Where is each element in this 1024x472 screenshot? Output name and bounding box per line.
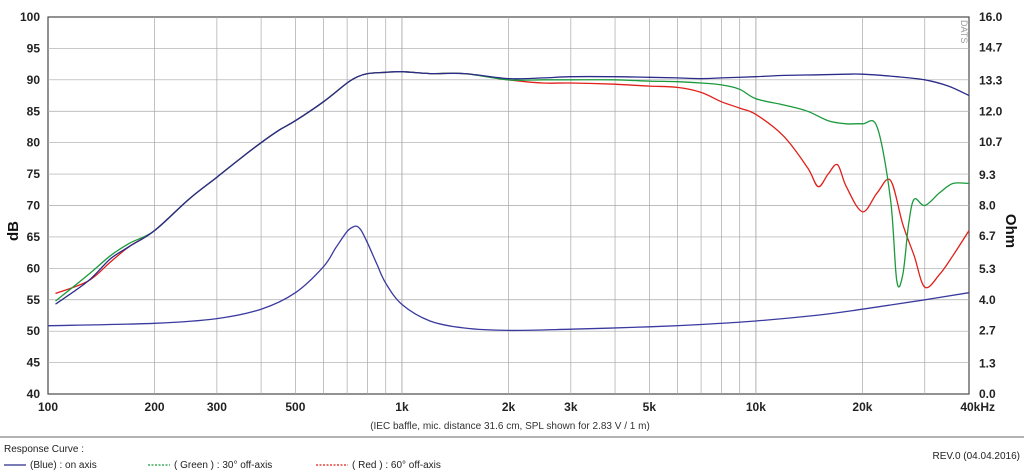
- y2-tick-label: 2.7: [979, 323, 996, 337]
- y-tick-label: 70: [27, 199, 41, 213]
- y-tick-label: 90: [27, 73, 41, 87]
- legend-entry-red: ( Red ) : 60° off-axis: [352, 460, 441, 471]
- y-tick-label: 85: [27, 104, 41, 118]
- y2-tick-label: 14.7: [979, 41, 1003, 55]
- x-tick-label: 3k: [564, 400, 578, 414]
- y2-tick-label: 5.3: [979, 262, 996, 276]
- legend-title: Response Curve :: [4, 444, 84, 455]
- y2-axis-label-ohm: Ohm: [1002, 214, 1019, 248]
- x-tick-label: 500: [285, 400, 305, 414]
- legend-entry-green: ( Green ) : 30° off-axis: [174, 460, 272, 471]
- y-tick-label: 50: [27, 324, 41, 338]
- x-tick-label: 2k: [502, 400, 516, 414]
- x-tick-label: 300: [207, 400, 227, 414]
- y-axis-label-db: dB: [5, 221, 22, 241]
- y2-tick-label: 6.7: [979, 229, 996, 243]
- y-tick-label: 60: [27, 261, 41, 275]
- y-tick-label: 65: [27, 230, 41, 244]
- x-tick-label: 10k: [746, 400, 766, 414]
- watermark-text: DATS: [959, 20, 969, 43]
- revision-label: REV.0 (04.04.2016): [933, 451, 1020, 462]
- y2-tick-label: 8.0: [979, 199, 996, 213]
- y2-tick-label: 10.7: [979, 135, 1003, 149]
- y2-tick-label: 4.0: [979, 293, 996, 307]
- x-tick-label: 5k: [643, 400, 657, 414]
- y2-tick-label: 12.0: [979, 104, 1003, 118]
- grid: [48, 17, 969, 394]
- y2-tick-label: 1.3: [979, 356, 996, 370]
- y2-tick-label: 16.0: [979, 10, 1003, 24]
- y-tick-label: 40: [27, 387, 41, 401]
- y-tick-label: 80: [27, 136, 41, 150]
- y2-tick-label: 9.3: [979, 168, 996, 182]
- x-tick-label: 40kHz: [960, 400, 995, 414]
- curve-impedance: [47, 225, 970, 332]
- y-tick-label: 75: [27, 167, 41, 181]
- legend-entry-blue: (Blue) : on axis: [30, 460, 97, 471]
- x-tick-label: 200: [145, 400, 165, 414]
- tick-labels: 100 200 300 500 1k 2k 3k 5k 10k 20k 40kHz 40 45 50 55 6…: [20, 10, 1003, 414]
- x-tick-label: 20k: [852, 400, 872, 414]
- y2-tick-label: 13.3: [979, 74, 1003, 88]
- y-tick-label: 100: [20, 10, 40, 24]
- curve-on-axis-blue: [55, 71, 970, 305]
- y-tick-label: 45: [27, 356, 41, 370]
- measurement-note: (IEC baffle, mic. distance 31.6 cm, SPL …: [370, 421, 650, 432]
- y2-tick-label: 0.0: [979, 387, 996, 401]
- x-tick-label: 100: [38, 400, 58, 414]
- x-tick-label: 1k: [395, 400, 409, 414]
- y-tick-label: 95: [27, 41, 41, 55]
- y-tick-label: 55: [27, 293, 41, 307]
- curves: [47, 71, 970, 332]
